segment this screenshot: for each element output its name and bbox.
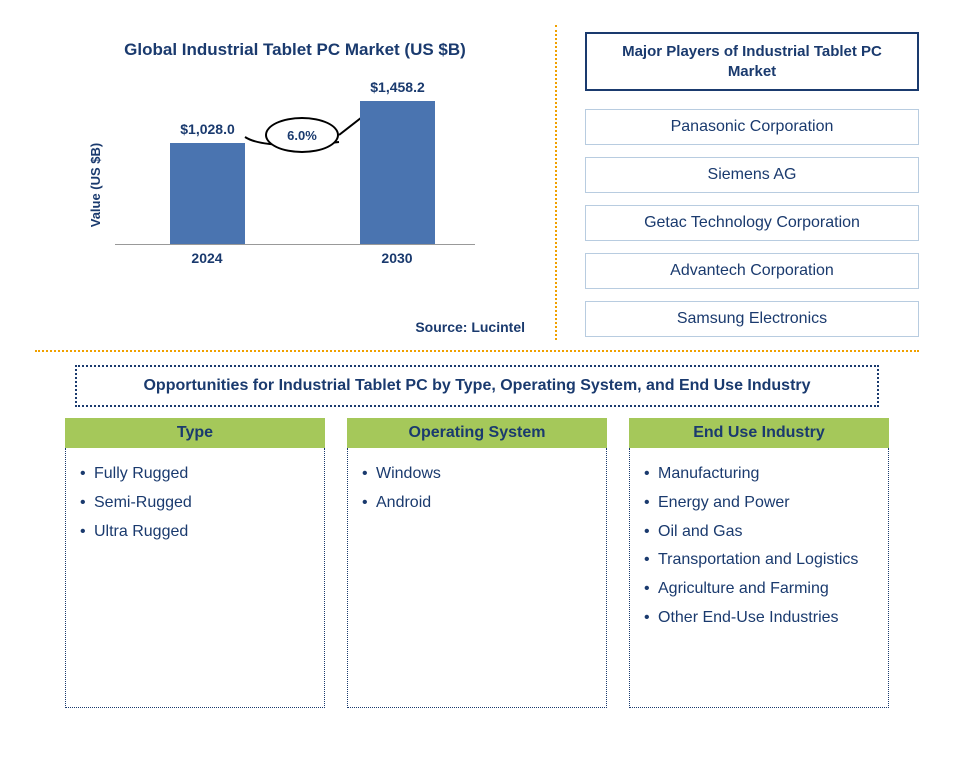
bar-chart-plot: $1,028.0 $1,458.2 6.0% <box>115 95 475 245</box>
column-body: Fully RuggedSemi-RuggedUltra Rugged <box>65 448 325 708</box>
column-header: End Use Industry <box>629 418 889 448</box>
player-item: Samsung Electronics <box>585 301 919 337</box>
list-item: Ultra Rugged <box>80 518 310 547</box>
list-item: Energy and Power <box>644 489 874 518</box>
chart-source: Source: Lucintel <box>415 319 525 335</box>
x-tick-label: 2030 <box>381 250 412 266</box>
list-item: Windows <box>362 460 592 489</box>
player-item: Getac Technology Corporation <box>585 205 919 241</box>
list-item: Oil and Gas <box>644 518 874 547</box>
opportunity-columns: TypeFully RuggedSemi-RuggedUltra RuggedO… <box>65 418 889 708</box>
column-body: ManufacturingEnergy and PowerOil and Gas… <box>629 448 889 708</box>
chart-area: Value (US $B) $1,028.0 $1,458.2 6.0% <box>95 95 515 275</box>
growth-rate-oval: 6.0% <box>265 117 339 153</box>
list-item: Android <box>362 489 592 518</box>
player-item: Advantech Corporation <box>585 253 919 289</box>
horizontal-separator <box>35 350 919 352</box>
player-list: Panasonic Corporation Siemens AG Getac Tec… <box>585 109 919 337</box>
list-item: Manufacturing <box>644 460 874 489</box>
player-item: Panasonic Corporation <box>585 109 919 145</box>
growth-rate-text: 6.0% <box>287 128 317 143</box>
chart-panel: Global Industrial Tablet PC Market (US $… <box>35 20 555 345</box>
list-item: Semi-Rugged <box>80 489 310 518</box>
players-panel: Major Players of Industrial Tablet PC Ma… <box>555 20 919 345</box>
list-item: Fully Rugged <box>80 460 310 489</box>
opportunities-title: Opportunities for Industrial Tablet PC b… <box>75 365 879 407</box>
list-item: Transportation and Logistics <box>644 546 874 575</box>
x-tick-label: 2024 <box>191 250 222 266</box>
player-item: Siemens AG <box>585 157 919 193</box>
bar-2024: $1,028.0 <box>170 143 245 244</box>
y-axis-label: Value (US $B) <box>88 143 103 228</box>
vertical-separator <box>555 25 557 340</box>
list-item: Other End-Use Industries <box>644 604 874 633</box>
bar-value-label: $1,458.2 <box>370 79 425 95</box>
bar-2030: $1,458.2 <box>360 101 435 244</box>
list-item: Agriculture and Farming <box>644 575 874 604</box>
column-header: Type <box>65 418 325 448</box>
opportunity-column: TypeFully RuggedSemi-RuggedUltra Rugged <box>65 418 325 708</box>
players-title: Major Players of Industrial Tablet PC Ma… <box>585 32 919 91</box>
bar-value-label: $1,028.0 <box>180 121 235 137</box>
chart-title: Global Industrial Tablet PC Market (US $… <box>85 40 505 60</box>
opportunity-column: Operating SystemWindowsAndroid <box>347 418 607 708</box>
opportunity-column: End Use IndustryManufacturingEnergy and … <box>629 418 889 708</box>
top-region: Global Industrial Tablet PC Market (US $… <box>35 20 919 345</box>
column-header: Operating System <box>347 418 607 448</box>
column-body: WindowsAndroid <box>347 448 607 708</box>
